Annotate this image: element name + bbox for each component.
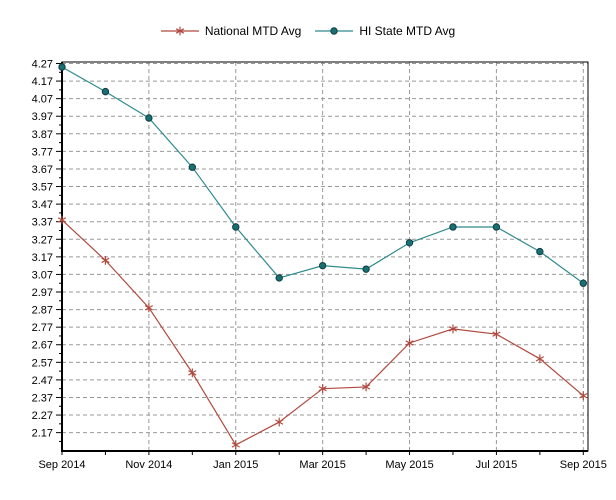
y-tick-label: 2.37 [32,392,53,404]
star-marker [318,384,327,394]
dot-marker [318,261,327,270]
y-tick-label: 4.27 [32,58,53,70]
histate-dot-icon [315,27,354,35]
y-tick-label: 2.27 [32,410,53,422]
y-tick-label: 3.97 [32,111,53,123]
x-tick-label: Jul 2015 [476,459,518,471]
star-marker [535,354,544,364]
y-tick-label: 4.07 [32,94,53,106]
x-tick-label: Sep 2014 [38,459,85,471]
chart-legend: National MTD Avg HI State MTD Avg [0,24,616,38]
x-tick-label: Nov 2014 [125,459,172,471]
star-marker [57,215,67,225]
legend-item-national: National MTD Avg [160,24,302,38]
star-marker [175,26,184,36]
y-tick-label: 2.77 [32,322,53,334]
dot-marker [362,265,370,273]
dot-marker [449,223,457,231]
dot-marker [492,223,501,231]
y-tick-label: 3.27 [32,234,53,246]
star-marker [144,303,153,313]
legend-label-histate: HI State MTD Avg [359,24,456,38]
y-tick-label: 3.57 [32,182,53,194]
x-tick-label: May 2015 [385,459,433,471]
dot-marker [58,63,66,71]
y-tick-label: 3.67 [32,164,53,176]
y-tick-label: 2.57 [32,357,53,369]
legend-item-histate: HI State MTD Avg [315,24,455,38]
y-tick-label: 4.17 [32,76,53,88]
star-marker [579,391,588,401]
y-tick-label: 3.07 [32,269,53,281]
dot-marker [536,247,544,256]
dot-marker [405,239,414,247]
y-tick-label: 2.67 [32,340,53,352]
y-tick-label: 2.87 [32,305,53,317]
star-marker [405,338,414,348]
star-marker [275,417,284,427]
star-marker [361,382,371,392]
star-marker [492,329,501,339]
y-tick-label: 2.47 [32,375,53,387]
y-tick-label: 2.17 [32,428,53,440]
y-tick-label: 3.47 [32,199,53,211]
dot-marker [232,223,240,231]
star-marker [448,324,458,334]
y-tick-label: 2.97 [32,287,53,299]
legend-label-national: National MTD Avg [204,24,302,38]
dot-marker [145,114,153,122]
x-tick-label: Sep 2015 [560,459,607,471]
y-tick-label: 3.77 [32,146,53,158]
national-star-icon [160,26,199,36]
x-tick-label: Jan 2015 [213,459,258,471]
y-tick-label: 3.17 [32,252,53,264]
star-marker [231,440,240,450]
dot-marker [101,87,110,96]
x-tick-label: Mar 2015 [299,459,345,471]
star-marker [101,255,110,265]
dot-marker [579,279,587,287]
y-tick-label: 3.87 [32,129,53,141]
star-marker [188,368,197,378]
dot-marker [188,163,197,171]
dot-marker [275,274,283,282]
y-tick-label: 3.37 [32,217,53,229]
